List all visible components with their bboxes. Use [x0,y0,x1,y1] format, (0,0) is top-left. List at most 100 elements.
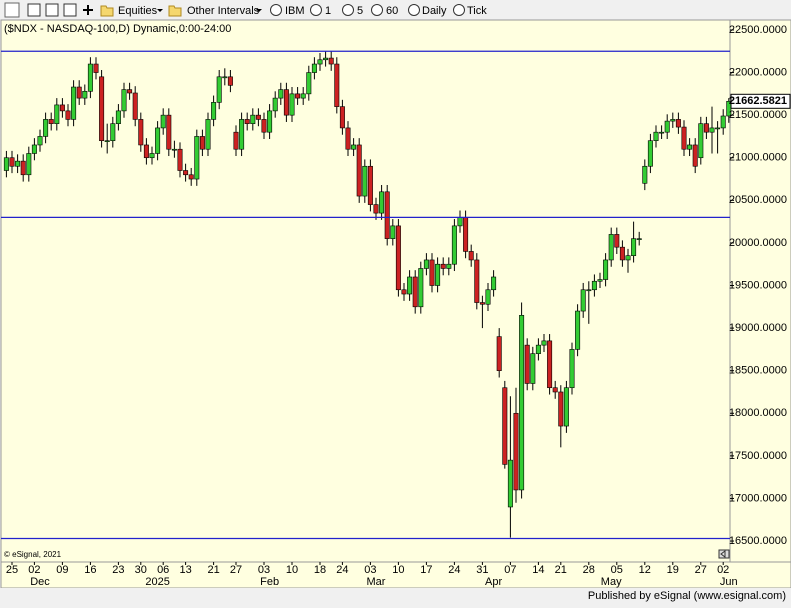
y-tick-label: 17500.0000 [729,450,787,462]
x-tick-label: 24 [336,564,348,576]
candle-body [703,123,709,133]
x-tick-label: 19 [667,564,679,576]
candle-body [295,93,301,99]
toolbar-label: Tick [467,5,487,17]
candle-body [149,153,155,159]
candle-body [401,289,407,295]
candle-body [692,144,698,167]
x-tick-label: 07 [504,564,516,576]
candle-body [474,259,480,303]
candle-body [412,276,418,308]
candle-body [300,93,306,99]
candle-body [272,97,278,112]
candle-body [519,315,525,491]
candle-body [211,102,217,120]
scroll-icon[interactable] [718,549,730,559]
candle-body [362,165,368,197]
candle-body [250,114,256,124]
icon[interactable] [27,3,41,17]
icon[interactable] [63,3,77,17]
candle-body [339,106,345,129]
candle-body [188,174,194,180]
candle-body [687,144,693,150]
candle-body [709,127,715,133]
candle-body [166,114,172,150]
x-tick-label: 30 [135,564,147,576]
candles [3,51,732,538]
interval-icon[interactable] [270,4,282,16]
candle-body [278,89,284,99]
x-tick-label: 02 [28,564,40,576]
candle-body [591,280,597,291]
last-price-label: 21662.5821 [729,95,787,107]
candle-body [115,110,121,124]
interval-icon[interactable] [310,4,322,16]
candle-body [664,120,670,133]
candle-body [720,115,726,129]
dropdown-arrow[interactable] [256,9,262,12]
candle-body [440,263,446,269]
candle-body [351,144,357,150]
candle-body [311,63,317,73]
x-tick-label: 21 [207,564,219,576]
x-tick-label: 25 [6,564,18,576]
candle-body [603,259,609,280]
candle-body [15,160,21,167]
candle-body [76,86,82,99]
candle-body [535,344,541,354]
candle-body [20,160,26,176]
candle-body [491,276,497,291]
candle-body [575,310,581,350]
add-icon[interactable] [83,5,93,15]
candle-body [143,144,149,159]
y-tick-label: 18000.0000 [729,407,787,419]
candle-body [502,387,508,465]
candle-body [99,76,105,141]
icon[interactable] [4,2,20,18]
candle-body [93,63,99,73]
y-tick-label: 17000.0000 [729,492,787,504]
candle-body [715,127,721,130]
candle-body [507,459,513,508]
month-label: Mar [367,576,386,588]
toolbar-label: 1 [325,5,331,17]
candle-body [423,259,429,269]
y-tick-label: 16500.0000 [729,535,787,547]
interval-icon[interactable] [342,4,354,16]
candle-body [3,157,9,171]
x-tick-label: 27 [230,564,242,576]
x-tick-label: 05 [611,564,623,576]
candle-body [65,110,71,120]
x-tick-label: 17 [420,564,432,576]
month-label: Jun [720,576,738,588]
price-axis [729,19,791,563]
toolbar-label: Other Intervals [187,5,260,17]
candle-body [479,302,485,305]
candle-body [373,204,379,214]
x-tick-label: 10 [286,564,298,576]
month-label: 2025 [145,576,169,588]
candle-body [384,191,390,239]
candle-body [283,89,289,116]
candle-body [614,234,620,248]
status-bar [0,588,791,603]
icon[interactable] [45,3,59,17]
candle-body [323,57,329,61]
folder-icon[interactable] [100,5,114,17]
candle-body [547,340,553,389]
candle-body [26,153,32,176]
interval-icon[interactable] [408,4,420,16]
interval-icon[interactable] [371,4,383,16]
y-tick-label: 18500.0000 [729,365,787,377]
candle-body [586,289,592,292]
folder-icon[interactable] [168,5,182,17]
interval-icon[interactable] [453,4,465,16]
candle-body [681,126,687,150]
candle-body [597,279,603,282]
dropdown-arrow[interactable] [157,9,163,12]
candle-body [233,131,239,150]
y-tick-label: 21500.0000 [729,109,787,121]
candle-body [608,234,614,261]
candle-body [698,123,704,159]
